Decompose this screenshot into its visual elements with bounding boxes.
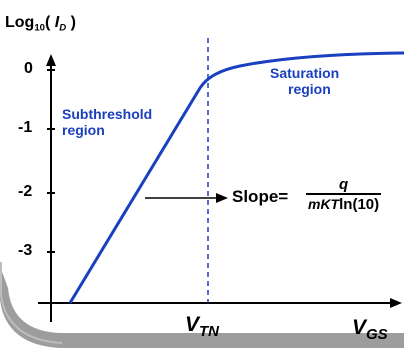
slope-numerator: q <box>338 176 349 193</box>
y-axis-title-var: I <box>54 14 60 31</box>
slope-fraction: q mKTln(10) <box>306 176 382 214</box>
y-axis-title: Log10( ID ) <box>5 14 76 33</box>
y-axis-title-open: ( <box>45 14 51 31</box>
slope-denominator: mKTln(10) <box>306 193 382 214</box>
saturation-line2: region <box>288 81 331 97</box>
slope-arrowhead <box>216 193 228 203</box>
vtn-label: VTN <box>185 313 219 340</box>
vgs-label-main: V <box>352 316 367 339</box>
slope-label: Slope= <box>232 187 289 206</box>
subthreshold-line1: Subthreshold <box>62 106 153 122</box>
saturation-region-label: Saturation region <box>270 65 339 97</box>
subthreshold-line2: region <box>62 122 105 138</box>
id-vgs-curve <box>68 51 404 304</box>
vtn-label-sub: TN <box>199 323 220 340</box>
subthreshold-region-label: Subthreshold region <box>62 106 152 138</box>
slope-denominator-mkt: mKT <box>308 196 340 212</box>
y-tick-label-0: 0 <box>24 60 33 77</box>
y-axis-title-log: Log <box>5 14 35 31</box>
y-axis-arrowhead <box>46 54 56 66</box>
y-tick-label-minus3: -3 <box>18 242 33 259</box>
saturation-line1: Saturation <box>270 65 340 81</box>
frame-edge <box>0 262 63 344</box>
vgs-label-sub: GS <box>366 326 388 343</box>
x-axis-arrowhead <box>390 298 402 308</box>
vtn-label-main: V <box>185 313 200 336</box>
vgs-label: VGS <box>352 316 388 343</box>
y-axis-title-base: 10 <box>34 22 45 34</box>
y-axis-title-close: ) <box>70 14 76 31</box>
y-axis-title-var-sub: D <box>59 22 67 34</box>
y-tick-label-minus1: -1 <box>18 119 33 136</box>
slope-denominator-ln: ln(10) <box>339 196 380 213</box>
y-tick-label-minus2: -2 <box>18 183 33 200</box>
